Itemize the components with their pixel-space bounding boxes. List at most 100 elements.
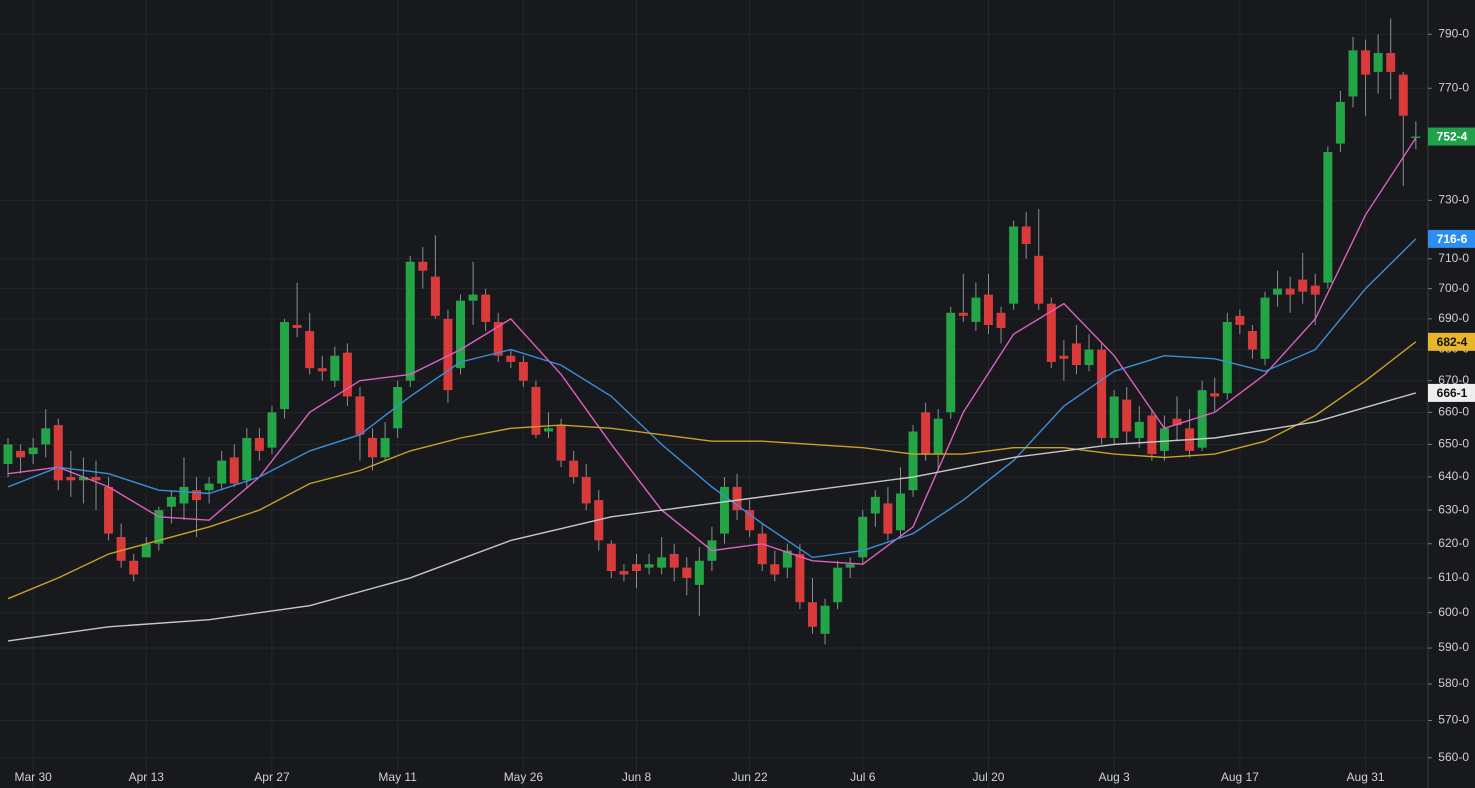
candle-body (895, 493, 905, 531)
candle-body (468, 294, 478, 301)
candle-body (732, 486, 742, 511)
candle-body (305, 331, 315, 369)
candle-body (1310, 285, 1320, 295)
candle-body (632, 564, 641, 572)
x-tick-label: Jun 22 (732, 770, 768, 784)
moving-average (7, 341, 1417, 600)
candle-body (581, 477, 591, 504)
moving-average (7, 392, 1416, 642)
y-tick-label: 770-0 (1438, 80, 1469, 94)
candle-body (129, 560, 139, 575)
x-tick-label: Aug 31 (1347, 770, 1385, 784)
candle-body (669, 553, 679, 568)
candle-body (317, 368, 327, 372)
candle-body (657, 557, 667, 568)
y-tick-label: 620-0 (1438, 536, 1469, 550)
candle-body (3, 444, 13, 464)
y-tick-label: 700-0 (1438, 281, 1469, 295)
candle-body (179, 486, 189, 504)
candle-body (1172, 418, 1182, 426)
candle-body (682, 567, 692, 578)
candle-body (342, 352, 352, 397)
y-tick-label: 710-0 (1438, 251, 1469, 265)
candle-body (330, 355, 340, 381)
candle-body (1046, 303, 1056, 362)
price-badge (1428, 229, 1475, 248)
candle-body (16, 450, 26, 458)
candle-body (166, 496, 176, 507)
candle-body (996, 312, 1006, 329)
price-badge-label: 666-1 (1437, 386, 1468, 400)
candle-body (1197, 390, 1207, 448)
y-tick-label: 730-0 (1438, 193, 1469, 207)
candle-body (242, 437, 252, 481)
x-tick-label: Jun 8 (622, 770, 652, 784)
candle-body (368, 437, 378, 458)
candle-body (719, 486, 729, 534)
x-tick-label: Aug 17 (1221, 770, 1259, 784)
candle-body (619, 571, 629, 575)
candle-body (983, 294, 993, 325)
candle-body (820, 605, 830, 634)
candle-body (192, 490, 202, 501)
candle-body (958, 312, 968, 316)
x-tick-label: Apr 27 (254, 770, 290, 784)
candle-body (883, 503, 893, 534)
candle-body (254, 437, 264, 451)
candle-body (1273, 288, 1283, 295)
candle-body (1109, 396, 1119, 438)
x-tick-label: Aug 3 (1098, 770, 1130, 784)
x-tick-label: Jul 6 (850, 770, 876, 784)
candle-body (380, 437, 390, 458)
candle-body (229, 457, 239, 484)
candle-body (204, 483, 214, 491)
candle-body (1222, 321, 1232, 394)
candle-body (1386, 53, 1396, 72)
candle-body (921, 412, 931, 455)
y-tick-label: 610-0 (1438, 570, 1469, 584)
candle-body (833, 567, 843, 603)
candle-body (418, 261, 428, 271)
candle-body (493, 321, 503, 356)
y-tick-label: 660-0 (1438, 404, 1469, 418)
candle-body (41, 428, 51, 445)
candle-body (1235, 315, 1245, 325)
y-tick-label: 560-0 (1438, 750, 1469, 764)
candle-body (1398, 74, 1408, 116)
candle-body (116, 536, 126, 561)
candle-body (104, 486, 114, 534)
candle-body (1159, 428, 1169, 451)
candle-body (807, 602, 817, 627)
price-badge-label: 716-6 (1437, 232, 1468, 246)
candle-body (141, 543, 151, 558)
y-tick-label: 670-0 (1438, 373, 1469, 387)
candle-body (292, 324, 302, 329)
candle-body (1348, 50, 1358, 97)
candle-body (1134, 421, 1144, 438)
candle-body (933, 418, 943, 455)
y-tick-label: 790-0 (1438, 26, 1469, 40)
candle-body (858, 516, 868, 558)
candle-body (1122, 399, 1132, 432)
candle-body (1335, 101, 1345, 144)
candle-body (28, 447, 38, 455)
candle-body (694, 560, 704, 585)
price-badge-label: 752-4 (1437, 130, 1468, 144)
x-tick-label: May 26 (504, 770, 544, 784)
candle-body (757, 533, 767, 565)
candle-body (53, 425, 63, 481)
candle-body (430, 276, 440, 316)
candle-body (78, 477, 88, 481)
candle-body (481, 294, 491, 322)
y-tick-label: 580-0 (1438, 676, 1469, 690)
y-tick-label: 650-0 (1438, 437, 1469, 451)
candle-body (1298, 279, 1308, 292)
candle-body (544, 428, 554, 432)
candle-body (1084, 349, 1094, 366)
candle-body (267, 412, 277, 448)
candle-body (1034, 255, 1044, 304)
moving-average (7, 137, 1417, 565)
